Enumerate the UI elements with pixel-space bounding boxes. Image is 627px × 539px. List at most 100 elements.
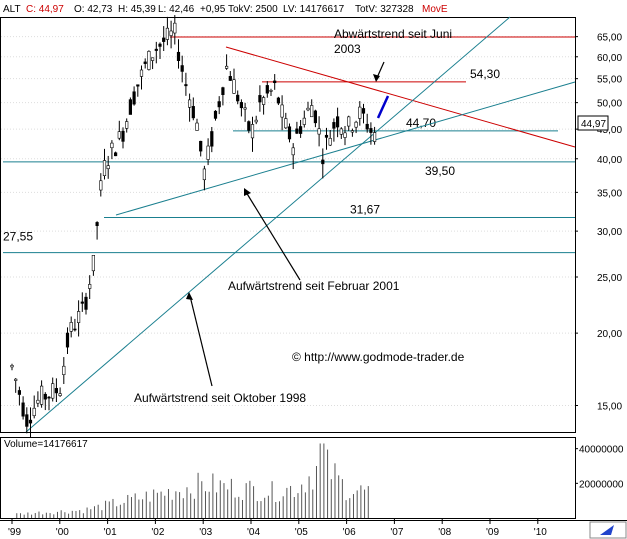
- y-tick-label: 35,00: [597, 188, 622, 199]
- candle-body: [62, 365, 66, 375]
- x-tick-label: '00: [56, 527, 69, 538]
- candle-body: [102, 160, 107, 176]
- candle-body: [247, 121, 251, 131]
- candle-body: [99, 180, 103, 191]
- candle-body: [39, 385, 44, 405]
- candle-body: [365, 123, 369, 130]
- totv-label: TotV: 327328: [355, 4, 414, 15]
- arrow-head-icon: [186, 292, 193, 300]
- candle-body: [143, 61, 147, 64]
- y-tick-label: 25,00: [597, 273, 622, 284]
- candle-body: [114, 152, 118, 157]
- candle-body: [350, 130, 355, 133]
- candle-body: [317, 128, 321, 135]
- candle-body: [273, 80, 277, 84]
- candle-body: [28, 419, 33, 424]
- candle-body: [162, 37, 166, 42]
- candle-body: [154, 48, 158, 51]
- candle-body: [225, 65, 229, 69]
- candle-body: [25, 414, 29, 427]
- candle-body: [73, 328, 77, 331]
- candle-body: [254, 119, 258, 123]
- trendline: [115, 81, 576, 216]
- level-label: 44,70: [406, 116, 436, 130]
- x-tick-label: '02: [151, 527, 164, 538]
- arrow-head-icon: [244, 188, 251, 196]
- candle-body: [65, 332, 70, 348]
- candle-body: [84, 296, 88, 310]
- candle-body: [184, 84, 188, 87]
- candle-body: [261, 97, 266, 105]
- candle-body: [217, 101, 221, 108]
- candle-body: [206, 145, 210, 160]
- candle-body: [232, 79, 236, 94]
- candle-body: [358, 106, 362, 119]
- x-axis-ticks: '99 '00 '01 '02 '03 '04 '05 '06 '07 '08 '09 '10: [8, 518, 547, 538]
- y-tick-label: 65,00: [597, 33, 622, 44]
- candles: [10, 15, 377, 438]
- candle-body: [180, 65, 184, 72]
- candle-body: [139, 69, 144, 77]
- candle-body: [51, 383, 55, 399]
- candle-body: [295, 128, 299, 134]
- candle-body: [332, 122, 336, 129]
- trendline: [225, 46, 576, 148]
- candle-body: [239, 102, 244, 109]
- candle-body: [369, 128, 373, 133]
- y-tick-label: 30,00: [597, 227, 622, 238]
- candle-body: [236, 94, 240, 102]
- copyright-box: [288, 348, 474, 366]
- price-panel-frame: [0, 17, 576, 433]
- indicator-label: MovE: [422, 4, 448, 15]
- x-tick-label: '08: [438, 527, 451, 538]
- navigate-arrow-icon[interactable]: [600, 525, 614, 535]
- candle-body: [173, 22, 177, 34]
- candle-body: [77, 311, 81, 323]
- candle-body: [58, 393, 62, 396]
- candle-body: [258, 95, 262, 103]
- level-label: 54,30: [470, 67, 500, 81]
- last-price-tag: 44,97: [581, 119, 606, 130]
- candle-body: [265, 85, 269, 94]
- level-label: 27,55: [3, 230, 33, 244]
- x-tick-label: '07: [390, 527, 403, 538]
- candle-body: [195, 122, 199, 131]
- arrow-head-icon: [373, 74, 380, 82]
- candle-body: [147, 51, 151, 70]
- volume-panel-frame: [0, 437, 576, 519]
- x-tick-label: '09: [486, 527, 499, 538]
- level-label: 31,67: [350, 203, 380, 217]
- candle-body: [191, 106, 195, 119]
- candle-body: [32, 407, 36, 417]
- y-tick-label: 40,00: [597, 155, 622, 166]
- y-tick-label: 55,00: [597, 75, 622, 86]
- x-tick-label: '05: [295, 527, 308, 538]
- forecast-arrow: [376, 95, 390, 119]
- trendlines: [25, 16, 576, 433]
- candle-body: [298, 126, 303, 134]
- volume-axis-ticks: 40000000 20000000: [575, 445, 624, 490]
- y-tick-label: 50,00: [597, 99, 622, 110]
- x-tick-label: '03: [199, 527, 212, 538]
- candle-body: [36, 399, 40, 404]
- x-tick-label: '10: [534, 527, 547, 538]
- volume-label: Volume=14176617: [4, 439, 88, 450]
- candle-body: [128, 99, 133, 115]
- candle-body: [176, 51, 181, 61]
- annotation-downtrend-line2: 2003: [334, 42, 361, 56]
- annotation-uptrend-1998: Aufwärtstrend seit Oktober 1998: [134, 391, 306, 405]
- candle-body: [158, 43, 162, 47]
- candle-body: [291, 147, 295, 156]
- candle-body: [69, 322, 73, 332]
- candle-body: [313, 110, 318, 124]
- candle-body: [88, 284, 92, 289]
- copyright-text: © http://www.godmode-trader.de: [292, 350, 465, 364]
- candle-body: [280, 104, 284, 118]
- candle-body: [287, 126, 292, 140]
- y-axis-ticks: 65,00 60,00 55,00 50,00 45,00 40,00 35,00 30,00…: [575, 33, 622, 412]
- candle-body: [54, 388, 58, 394]
- candle-body: [310, 105, 314, 118]
- candle-body: [335, 116, 340, 128]
- x-tick-label: '99: [8, 527, 21, 538]
